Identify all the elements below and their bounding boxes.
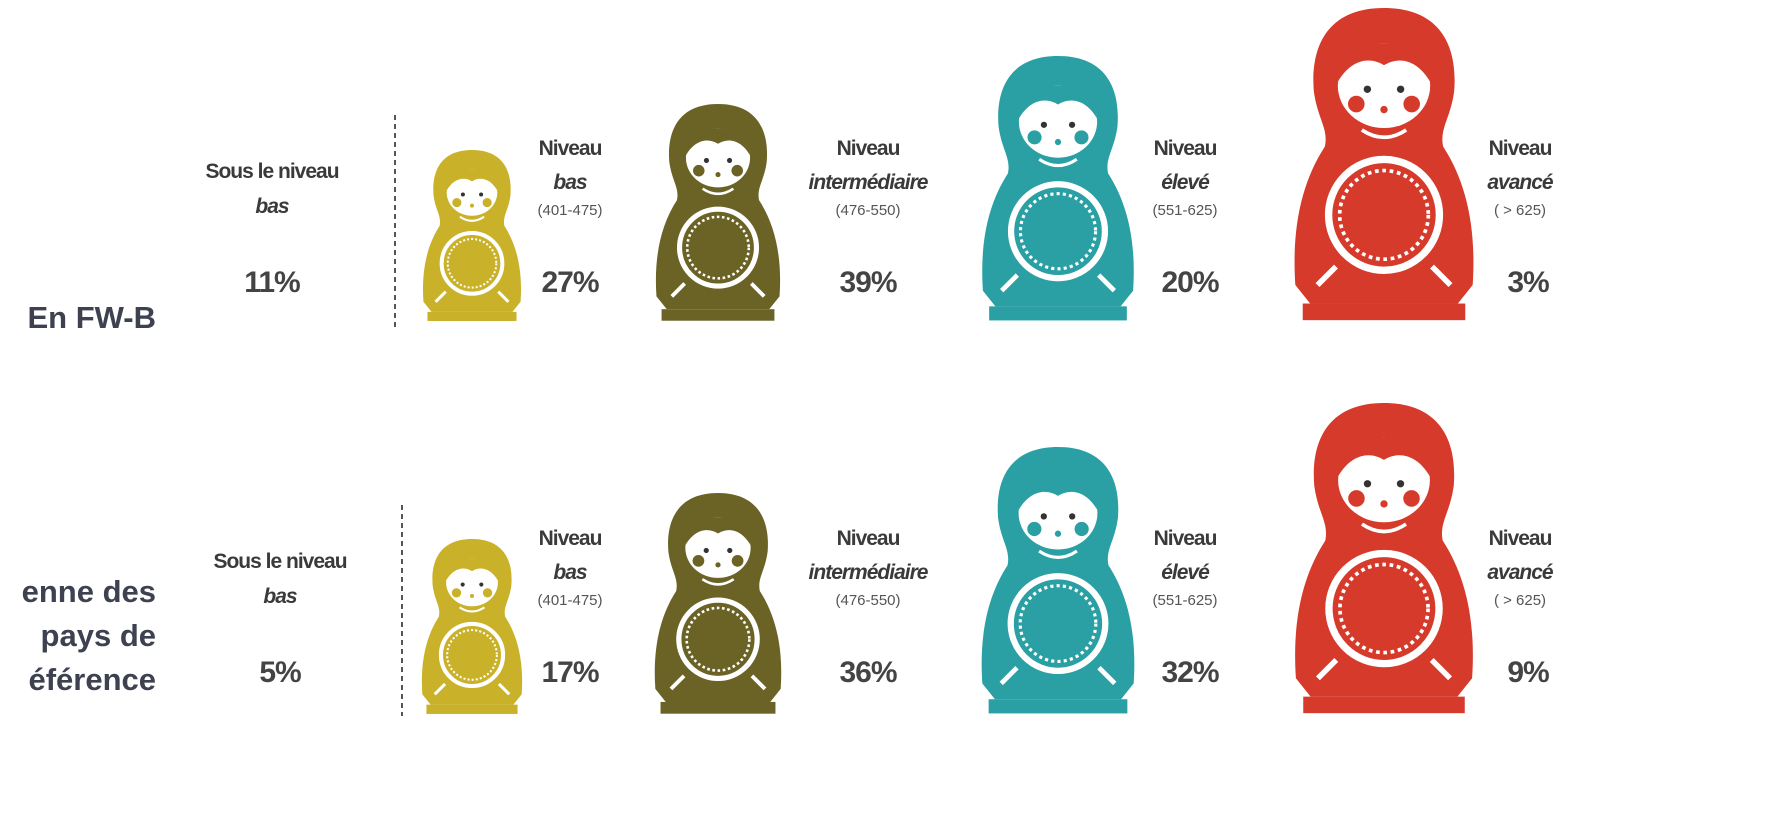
doll bbox=[423, 150, 521, 321]
level-range: ( > 625) bbox=[1493, 592, 1547, 609]
row-label-line: pays de bbox=[40, 618, 156, 653]
level-pct: 36% bbox=[839, 656, 897, 689]
level-emph: intermédiaire bbox=[808, 561, 929, 584]
level-emph: élevé bbox=[1161, 561, 1210, 584]
level-pct: 39% bbox=[839, 266, 897, 299]
level-pct: 27% bbox=[541, 266, 599, 299]
level-title: Niveau bbox=[836, 137, 901, 160]
below-title: Sous le niveau bbox=[205, 160, 339, 183]
row-label: enne des pays de éférence bbox=[22, 570, 156, 702]
below-pct: 11% bbox=[244, 266, 300, 299]
level-title: Niveau bbox=[1153, 527, 1218, 550]
level-emph: intermédiaire bbox=[808, 171, 929, 194]
level-range: (401-475) bbox=[537, 202, 603, 219]
doll bbox=[1294, 8, 1474, 321]
level-range: ( > 625) bbox=[1493, 202, 1547, 219]
level-range: (551-625) bbox=[1152, 202, 1218, 219]
level-pct: 9% bbox=[1507, 656, 1549, 689]
below-emph: bas bbox=[263, 585, 297, 608]
level-range: (551-625) bbox=[1152, 592, 1218, 609]
doll bbox=[981, 447, 1135, 714]
level-pct: 3% bbox=[1507, 266, 1549, 299]
doll bbox=[1295, 403, 1473, 714]
level-pct: 20% bbox=[1161, 266, 1219, 299]
level-emph: avancé bbox=[1487, 171, 1553, 194]
level-pct: 17% bbox=[541, 656, 599, 689]
row-label-line: En FW-B bbox=[27, 300, 156, 335]
below-emph: bas bbox=[255, 195, 289, 218]
level-emph: avancé bbox=[1487, 561, 1553, 584]
row-label: En FW-B bbox=[27, 296, 156, 340]
level-title: Niveau bbox=[1153, 137, 1218, 160]
level-range: (401-475) bbox=[537, 592, 603, 609]
level-title: Niveau bbox=[538, 137, 603, 160]
level-title: Niveau bbox=[1488, 137, 1553, 160]
level-title: Niveau bbox=[836, 527, 901, 550]
doll bbox=[421, 539, 523, 714]
doll bbox=[654, 493, 782, 714]
level-range: (476-550) bbox=[835, 202, 901, 219]
doll bbox=[655, 104, 781, 321]
level-title: Niveau bbox=[1488, 527, 1553, 550]
level-emph: élevé bbox=[1161, 171, 1210, 194]
level-title: Niveau bbox=[538, 527, 603, 550]
level-emph: bas bbox=[553, 171, 587, 194]
level-range: (476-550) bbox=[835, 592, 901, 609]
row-label-line: enne des bbox=[21, 574, 156, 609]
level-pct: 32% bbox=[1161, 656, 1219, 689]
row-label-line: éférence bbox=[28, 662, 156, 697]
below-pct: 5% bbox=[259, 656, 301, 689]
doll bbox=[982, 56, 1134, 321]
below-title: Sous le niveau bbox=[213, 550, 347, 573]
level-emph: bas bbox=[553, 561, 587, 584]
